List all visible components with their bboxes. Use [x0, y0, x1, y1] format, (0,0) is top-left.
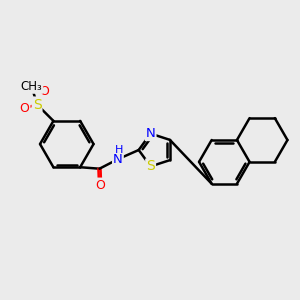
Text: N: N — [146, 127, 155, 140]
Text: O: O — [40, 85, 50, 98]
Text: CH₃: CH₃ — [21, 80, 43, 93]
Text: H: H — [115, 145, 123, 155]
Text: S: S — [33, 98, 41, 112]
Text: O: O — [95, 178, 105, 192]
Text: S: S — [146, 159, 155, 173]
Text: O: O — [20, 102, 29, 115]
Text: N: N — [113, 153, 123, 166]
